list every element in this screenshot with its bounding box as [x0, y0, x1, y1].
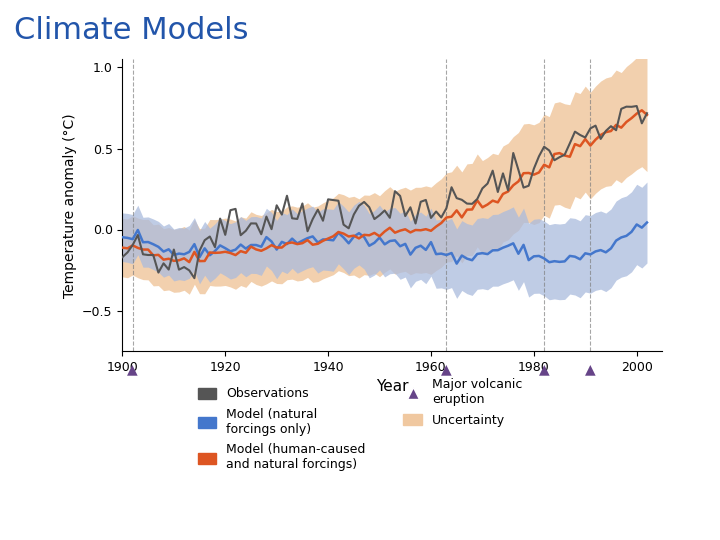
Text: ▲: ▲ [127, 362, 138, 376]
X-axis label: Year: Year [376, 379, 409, 394]
Text: Climate Models: Climate Models [14, 16, 249, 45]
Text: ▲: ▲ [539, 362, 549, 376]
Y-axis label: Temperature anomaly (°C): Temperature anomaly (°C) [63, 113, 76, 298]
Legend: Observations, Model (natural
forcings only), Model (human-caused
and natural for: Observations, Model (natural forcings on… [193, 374, 527, 476]
Text: ▲: ▲ [585, 362, 595, 376]
Text: ▲: ▲ [441, 362, 451, 376]
